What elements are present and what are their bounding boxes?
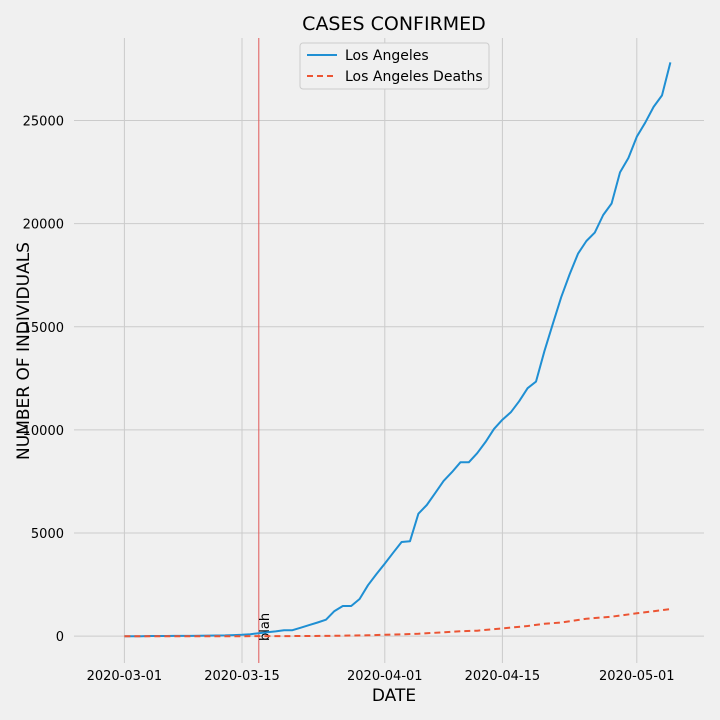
- series-line-deaths: [124, 608, 671, 638]
- x-tick-label: 2020-03-15: [204, 669, 280, 684]
- y-tick-label: 15000: [23, 321, 64, 336]
- x-tick-label: 2020-04-15: [465, 669, 541, 684]
- x-tick-label: 2020-04-01: [347, 669, 423, 684]
- y-tick-label: 25000: [23, 115, 64, 130]
- x-tick-label: 2020-05-01: [599, 669, 675, 684]
- legend-label-cases: Los Angeles: [345, 48, 429, 64]
- y-tick-label: 0: [56, 630, 64, 645]
- x-axis-title: DATE: [372, 686, 416, 706]
- y-tick-label: 20000: [23, 218, 64, 233]
- y-tick-label: 10000: [23, 424, 64, 439]
- annotation-layer: blah: [258, 38, 273, 663]
- legend: Los Angeles Los Angeles Deaths: [299, 42, 490, 90]
- y-axis-title: NUMBER OF INDIVIDUALS: [14, 242, 34, 460]
- series-layer: [124, 62, 672, 638]
- legend-label-deaths: Los Angeles Deaths: [345, 69, 483, 85]
- chart-title: CASES CONFIRMED: [302, 13, 486, 35]
- x-tick-label: 2020-03-01: [87, 669, 163, 684]
- annotation-text: blah: [258, 613, 273, 641]
- tick-labels: 0 5000 10000 15000 20000 25000 2020-03-01 2020-…: [23, 115, 675, 684]
- grid: [74, 38, 704, 663]
- legend-frame: [299, 42, 490, 90]
- y-tick-label: 5000: [31, 527, 64, 542]
